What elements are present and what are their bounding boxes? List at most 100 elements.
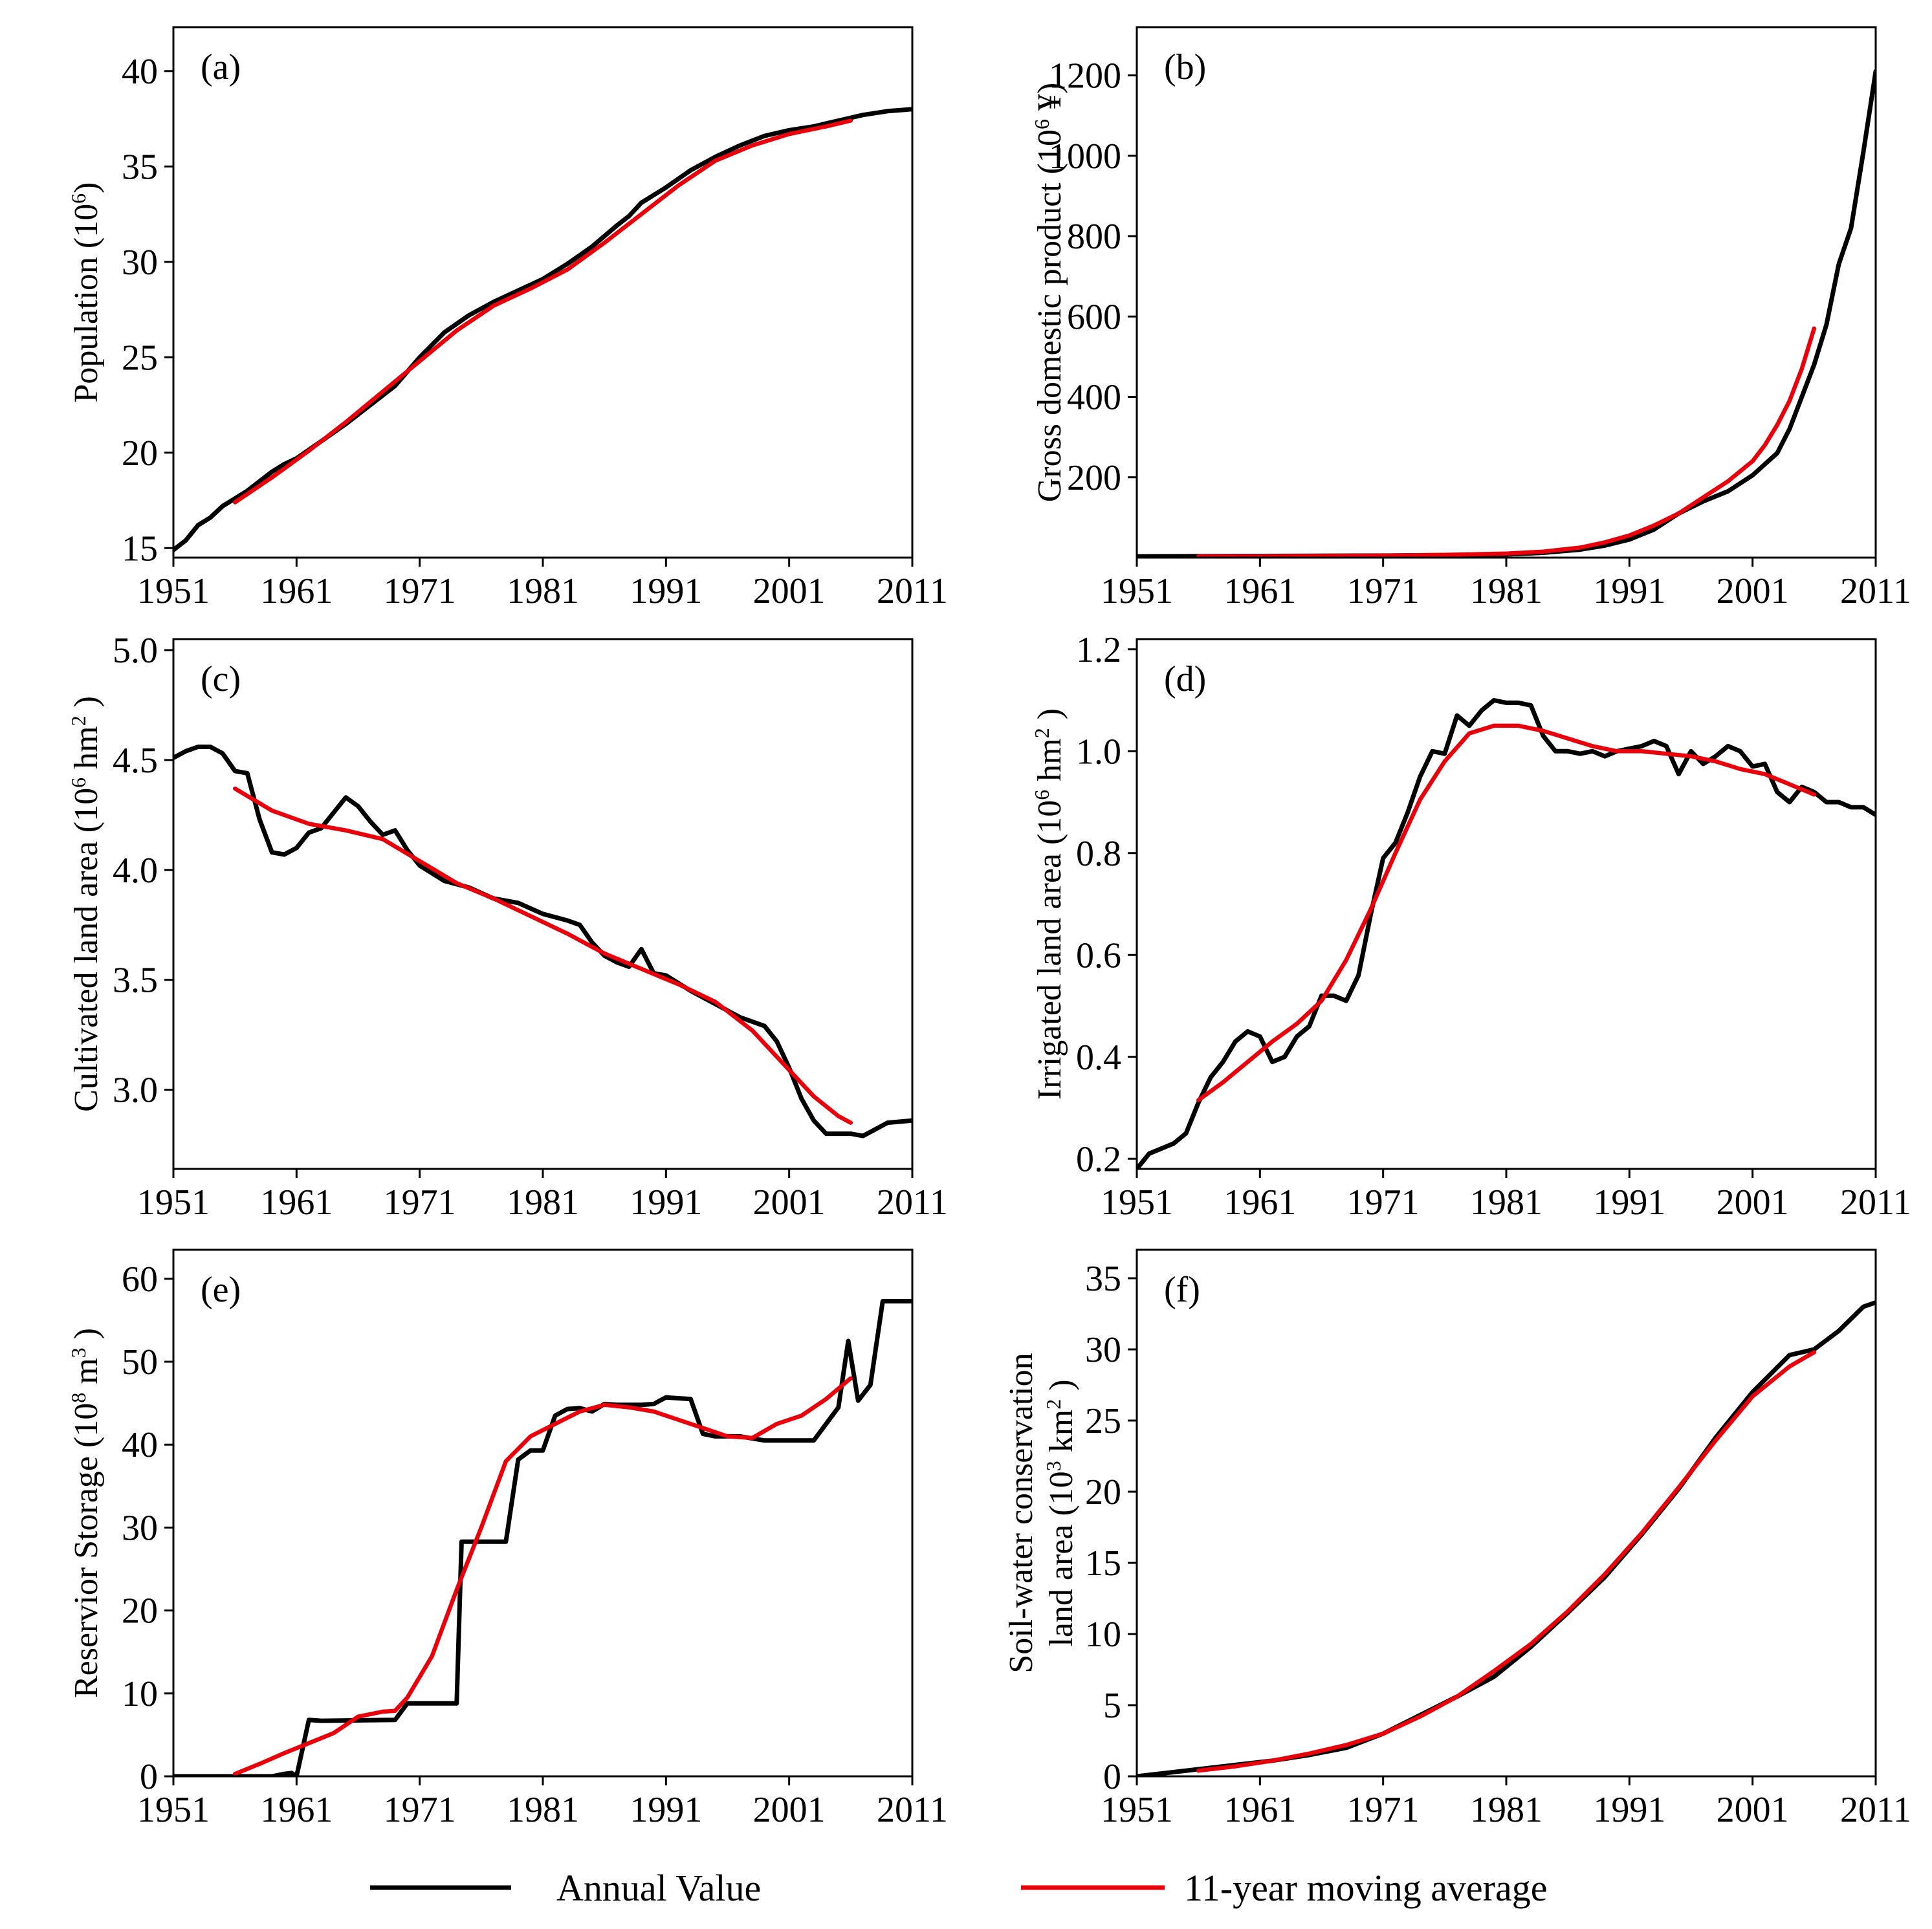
panel-a-ytick-label: 20 (122, 433, 158, 474)
panel-a-ytick-label: 30 (122, 243, 158, 283)
panel-b-xtick-label: 1951 (1101, 571, 1173, 611)
panel-b-xtick-label: 1981 (1470, 571, 1542, 611)
panel-d-ytick-label: 0.2 (1076, 1139, 1121, 1179)
panel-f-ylabel-main: land area (10 (1043, 1471, 1080, 1646)
panel-b-ylabel-main: Gross domestic product (10 (1031, 129, 1068, 502)
panel-e-ytick-label: 50 (122, 1342, 158, 1382)
panel-c-ylabel: Cultivated land area (106 hm2 ) (67, 696, 105, 1112)
panel-e-ytick-label: 20 (122, 1591, 158, 1631)
panel-f-xtick-label: 1961 (1224, 1790, 1296, 1830)
panel-f-ytick-label: 20 (1085, 1472, 1121, 1512)
panel-e-xtick-label: 1971 (384, 1790, 456, 1830)
panel-d-label: (d) (1164, 659, 1206, 699)
panel-c-xtick-label: 1951 (137, 1182, 210, 1223)
panel-a-ytick-label: 35 (122, 147, 158, 187)
panel-f-ylabel: Soil-water conservationland area (103 km… (1003, 1353, 1080, 1673)
panel-a-xtick-label: 1961 (260, 571, 333, 611)
panel-b-ylabel-tail: ¥) (1031, 83, 1068, 119)
panel-a-xtick-label: 1971 (384, 571, 456, 611)
panel-e-ylabel-sup: 8 (67, 1393, 90, 1403)
panel-c-ylabel-main: Cultivated land area (10 (68, 788, 105, 1112)
panel-e-ytick-label: 60 (122, 1259, 158, 1300)
panel-f-xtick-label: 1981 (1470, 1790, 1542, 1830)
panel-a-ytick-label: 25 (122, 338, 158, 378)
panel-e-ylabel: Reservior Storage (108 m3 ) (67, 1328, 105, 1698)
panel-a-xtick-label: 2001 (753, 571, 826, 611)
panel-e-series-annual-value (173, 1299, 912, 1776)
panel-a-ytick-label: 40 (122, 52, 158, 92)
panel-f-series-moving-average (1196, 1350, 1817, 1773)
panel-e-series-moving-average (232, 1376, 853, 1776)
panel-d-ylabel: Irrigated land area (106 hm2 ) (1030, 708, 1068, 1100)
panel-c-ylabel-tail2: ) (68, 696, 105, 715)
panel-e-ytick-label: 10 (122, 1674, 158, 1714)
panel-d-xtick-label: 1981 (1470, 1182, 1542, 1223)
panel-f-ylabel-line1: Soil-water conservation (1003, 1353, 1040, 1673)
panel-a-ytick-label: 15 (122, 529, 158, 569)
panel-f-xtick-label: 1951 (1101, 1790, 1173, 1830)
panel-c-ytick-label: 4.0 (113, 851, 158, 891)
panel-d-xtick-label: 1971 (1347, 1182, 1420, 1223)
panel-d-ytick-label: 0.4 (1076, 1038, 1121, 1078)
panel-d-xtick-label: 1991 (1593, 1182, 1665, 1223)
panel-f-ylabel-sup2: 2 (1042, 1399, 1065, 1410)
panel-a-ylabel: Population (106) (67, 182, 105, 403)
panel-f-ytick-label: 0 (1103, 1757, 1121, 1797)
panel-f-ylabel-tail: km (1043, 1410, 1080, 1461)
panel-c-xtick-label: 1971 (384, 1182, 456, 1223)
panel-b-ytick-label: 400 (1067, 378, 1121, 418)
panel-d-ylabel-sup2: 2 (1030, 728, 1053, 738)
panel-e-ylabel-main: Reservior Storage (10 (68, 1403, 105, 1698)
panel-b-ylabel: Gross domestic product (106 ¥) (1030, 83, 1068, 503)
panel-b-ytick-label: 600 (1067, 297, 1121, 337)
panel-c-ytick-label: 3.0 (113, 1071, 158, 1111)
panels: 1951 1961 1971 1981 1991 2001 2011152025303540… (67, 26, 1911, 1830)
panel-b-series-moving-average (1196, 326, 1817, 558)
panel-c-ylabel-sup2: 2 (67, 715, 90, 726)
panel-a: 1951 1961 1971 1981 1991 2001 2011 15 20 25 30 35 40… (67, 26, 948, 611)
panel-e-ylabel-tail: m (68, 1358, 105, 1392)
panel-a-label: (a) (201, 47, 241, 87)
panel-c-xtick-label: 1961 (260, 1182, 333, 1223)
panel-a-series-annual-value (173, 107, 912, 552)
panel-a-series-moving-average (232, 118, 853, 505)
panel-a-xtick-label: 2011 (877, 571, 948, 611)
panel-f-xtick-label: 1991 (1593, 1790, 1665, 1830)
panel-c-series-moving-average (232, 786, 853, 1125)
panel-c-xtick-label: 1981 (507, 1182, 579, 1223)
panel-d-ytick-label: 1.0 (1076, 732, 1121, 772)
panel-e-ylabel-tail2: ) (68, 1328, 105, 1347)
panel-c-xtick-label: 2011 (877, 1182, 948, 1223)
panel-b-xtick-label: 1961 (1224, 571, 1296, 611)
panel-f-ylabel-tail2: ) (1043, 1379, 1080, 1399)
panel-b-ytick-label: 1000 (1049, 136, 1121, 177)
panel-e-ytick-label: 40 (122, 1425, 158, 1465)
panel-d-xtick-label: 2001 (1717, 1182, 1789, 1223)
panel-b-xtick-label: 2011 (1840, 571, 1911, 611)
panel-f-xtick-label: 2001 (1717, 1790, 1789, 1830)
panel-b: 1951 1961 1971 1981 1991 2001 2011 200 400 600 800… (1030, 26, 1911, 611)
panel-f-ytick-label: 15 (1085, 1543, 1121, 1584)
panel-c-ytick-label: 3.5 (113, 961, 158, 1001)
panel-e-xtick-label: 2011 (877, 1790, 948, 1830)
panel-d-xtick-label: 2011 (1840, 1182, 1911, 1223)
panel-a-xtick-label: 1981 (507, 571, 579, 611)
panel-d-xtick-label: 1951 (1101, 1182, 1173, 1223)
panel-c-ytick-label: 5.0 (113, 631, 158, 671)
panel-f-ytick-label: 5 (1103, 1686, 1121, 1726)
panel-e-xtick-label: 2001 (753, 1790, 826, 1830)
panel-d-ytick-label: 1.2 (1076, 630, 1121, 670)
panel-e: 1951 1961 1971 1981 1991 2001 2011 0 10 20 30 40 50 6… (67, 1248, 948, 1830)
panel-f-ytick-label: 10 (1085, 1615, 1121, 1655)
panel-c-xtick-label: 1991 (630, 1182, 702, 1223)
panel-b-ytick-label: 1200 (1049, 56, 1121, 96)
panel-a-ylabel-tail: ) (68, 182, 105, 193)
panel-a-ylabel-main: Population (10 (68, 204, 105, 403)
legend: Annual Value 11-year moving average (370, 1867, 1547, 1909)
panel-f-ylabel-sup: 3 (1042, 1461, 1065, 1471)
panel-d-ylabel-tail2: ) (1031, 708, 1068, 728)
panel-c: 1951 1961 1971 1981 1991 2001 2011 3.0 3.5 4.0 4.5… (67, 631, 948, 1223)
panel-d-series-annual-value (1137, 698, 1876, 1169)
